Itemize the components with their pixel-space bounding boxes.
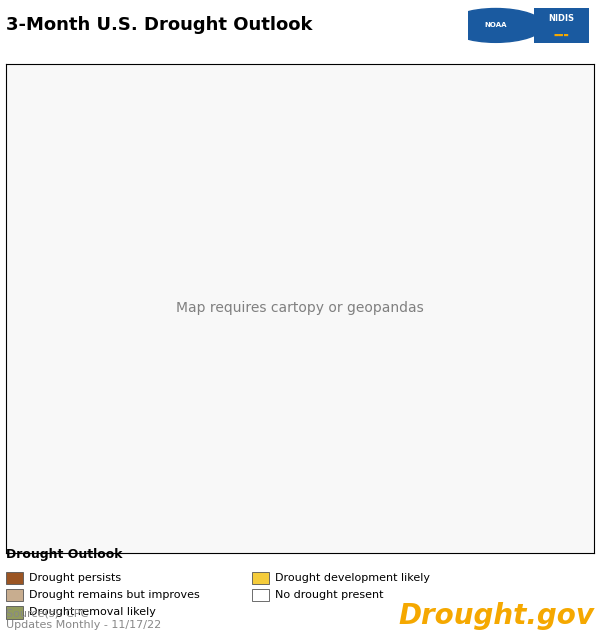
Text: NIDIS: NIDIS: [548, 14, 574, 24]
Text: Source(s): CPC
Updates Monthly - 11/17/22: Source(s): CPC Updates Monthly - 11/17/2…: [6, 608, 161, 630]
Text: Drought removal likely: Drought removal likely: [29, 607, 155, 617]
Text: Drought development likely: Drought development likely: [275, 573, 430, 583]
Text: ▬▬▬: ▬▬▬: [553, 32, 569, 38]
Text: Drought persists: Drought persists: [29, 573, 121, 583]
Text: NOAA: NOAA: [484, 22, 507, 29]
FancyBboxPatch shape: [533, 8, 589, 43]
Text: 3-Month U.S. Drought Outlook: 3-Month U.S. Drought Outlook: [6, 16, 313, 34]
Text: Drought Outlook: Drought Outlook: [6, 548, 122, 561]
Text: No drought present: No drought present: [275, 590, 383, 600]
Text: Drought remains but improves: Drought remains but improves: [29, 590, 200, 600]
Text: Drought.gov: Drought.gov: [398, 602, 594, 630]
Circle shape: [448, 8, 544, 43]
Text: Map requires cartopy or geopandas: Map requires cartopy or geopandas: [176, 301, 424, 315]
